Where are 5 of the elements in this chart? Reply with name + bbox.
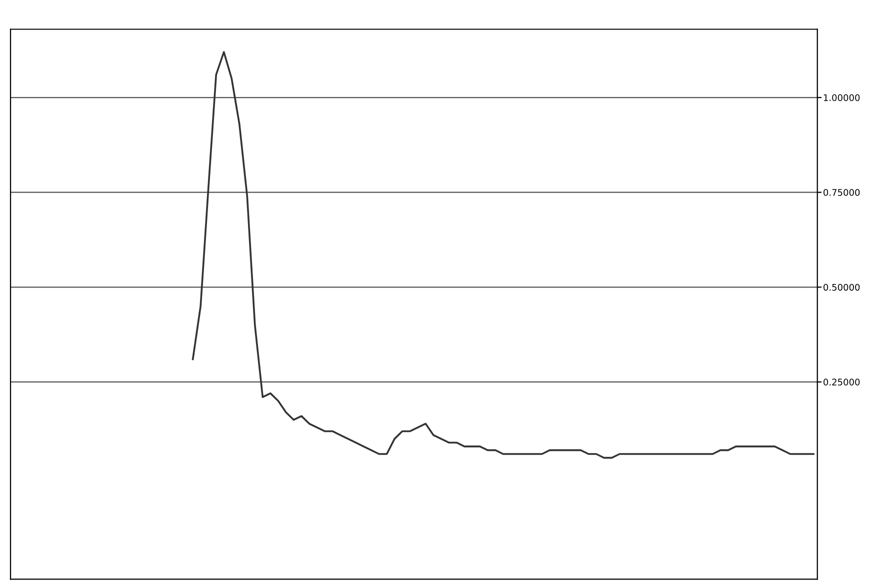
y-tick-label: 0.50000 xyxy=(824,284,860,291)
y-tick-label: 0.75000 xyxy=(824,189,860,196)
y-tick-label: 0.25000 xyxy=(824,378,860,386)
y-tick-label: 1.00000 xyxy=(824,94,860,102)
line-series xyxy=(192,51,814,459)
